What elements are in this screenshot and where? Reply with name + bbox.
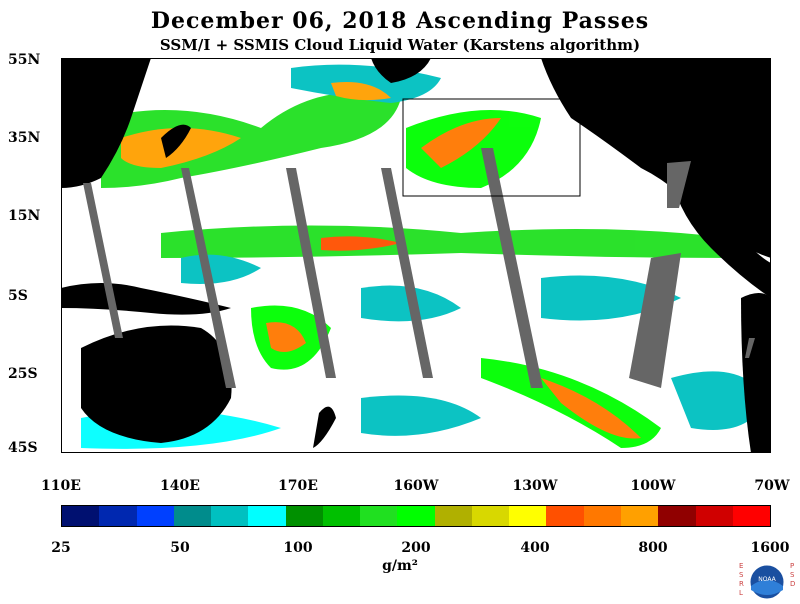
logo-letter-e: E [739,562,744,570]
noaa-logo: NOAA E S R L P S D [737,560,797,600]
colorbar-label-50: 50 [170,540,190,556]
colorbar-label-400: 400 [520,540,550,556]
noaa-logo-text: NOAA [758,576,776,583]
lon-label-130w: 130W [512,478,558,494]
cloud-ne-core [421,118,501,168]
lat-label-25s: 25S [8,366,38,382]
cloud-itcz-core [321,236,401,251]
colorbar-label-100: 100 [283,540,313,556]
map-subtitle: SSM/I + SSMIS Cloud Liquid Water (Karste… [159,36,641,54]
logo-letter-s: S [739,571,744,579]
cloud-scattered-5 [361,395,481,436]
colorbar-label-200: 200 [401,540,431,556]
land-masses [61,58,771,453]
new-zealand-land [313,406,336,448]
indonesia-land [61,283,231,315]
lon-label-140e: 140E [160,478,200,494]
swath-gap-3 [286,168,336,378]
swath-gap-4 [381,168,433,378]
map-frame [61,58,771,453]
colorbar-segment [211,506,249,526]
lat-label-5s: 5S [8,288,28,304]
australia-land [81,325,232,443]
colorbar [61,505,771,527]
asia-land [61,58,151,188]
lat-label-35n: 35N [8,130,41,146]
alaska-land [371,58,431,83]
colorbar-segment [62,506,100,526]
swath-gap-2 [181,168,236,388]
colorbar-segment [173,506,212,526]
logo-letter-r: R [739,580,744,588]
colorbar-segment [360,506,398,526]
cloud-ne-box [406,110,541,188]
lon-label-110e: 110E [41,478,81,494]
colorbar-segment [136,506,174,526]
colorbar-label-25: 25 [51,540,71,556]
colorbar-segment [322,506,361,526]
cloud-south-pacific-core [266,322,306,352]
lon-label-160w: 160W [393,478,439,494]
lat-label-55n: 55N [8,52,41,68]
colorbar-segment [248,506,286,526]
lat-label-45s: 45S [8,440,38,456]
cloud-se-pacific [671,371,766,430]
cloud-spcz-core [541,378,641,439]
cloud-liquid-water-map [61,58,771,453]
colorbar-segment [434,506,472,526]
colorbar-segment [546,506,584,526]
colorbar-segment [99,506,137,526]
colorbar-segment [732,506,771,526]
logo-letter-d: D [790,580,796,588]
lat-label-15n: 15N [8,208,41,224]
colorbar-segment [695,506,733,526]
logo-letter-p: P [790,562,795,570]
lon-label-170e: 170E [278,478,318,494]
swath-gap-8 [745,338,755,358]
swath-gap-5 [481,148,543,388]
swath-gaps [83,148,755,388]
map-title: December 06, 2018 Ascending Passes [150,8,650,34]
colorbar-segment [471,506,510,526]
logo-letter-l: L [739,589,743,597]
colorbar-segment [285,506,323,526]
swath-gap-1 [83,183,123,338]
colorbar-label-800: 800 [638,540,668,556]
colorbar-segment [658,506,696,526]
lon-label-70w: 70W [754,478,790,494]
cloud-nw-core [121,128,241,168]
region-outline-box [402,98,581,197]
south-america-land [741,293,771,453]
central-america-land [671,178,771,298]
colorbar-unit: g/m² [382,558,418,574]
swath-gap-6 [629,253,681,388]
colorbar-segment [583,506,621,526]
lon-label-100w: 100W [630,478,676,494]
colorbar-segment [620,506,659,526]
japan-land [161,124,191,158]
colorbar-segment [509,506,547,526]
logo-letter-s2: S [790,571,795,579]
swath-gap-7 [667,161,691,208]
colorbar-segment [397,506,435,526]
cloud-north-core [331,82,391,101]
colorbar-label-1600: 1600 [750,540,790,556]
